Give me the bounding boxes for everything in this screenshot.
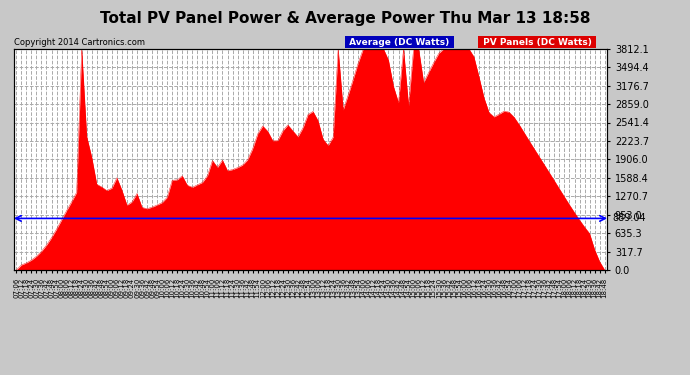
- Text: Average (DC Watts): Average (DC Watts): [346, 38, 453, 46]
- Text: PV Panels (DC Watts): PV Panels (DC Watts): [480, 38, 595, 46]
- Text: Copyright 2014 Cartronics.com: Copyright 2014 Cartronics.com: [14, 38, 145, 46]
- Text: Total PV Panel Power & Average Power Thu Mar 13 18:58: Total PV Panel Power & Average Power Thu…: [100, 11, 590, 26]
- Text: 889.04: 889.04: [613, 213, 647, 223]
